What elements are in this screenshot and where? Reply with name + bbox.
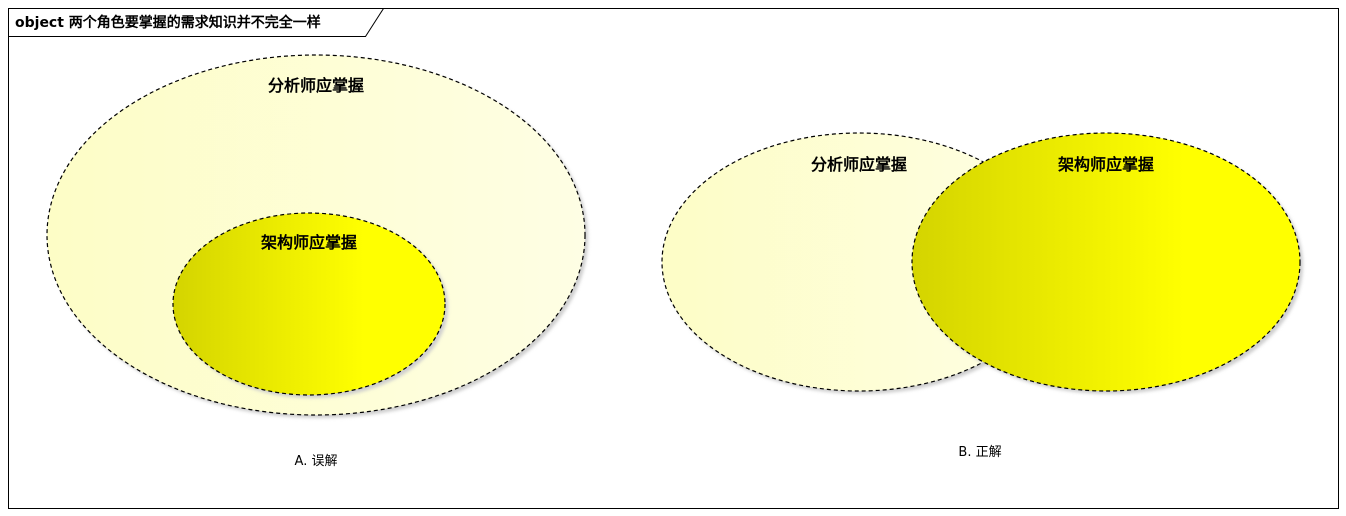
analyst-label-a: 分析师应掌握 xyxy=(268,76,364,95)
architect-label-b: 架构师应掌握 xyxy=(1057,155,1154,174)
caption-b: B. 正解 xyxy=(958,445,1001,460)
caption-a: A. 误解 xyxy=(295,454,338,469)
diagram-a: 分析师应掌握 架构师应掌握 A. 误解 xyxy=(46,54,588,469)
architect-ellipse-right[interactable] xyxy=(911,132,1301,392)
frame-title: object 两个角色要掌握的需求知识并不完全一样 xyxy=(15,14,321,31)
architect-label-a: 架构师应掌握 xyxy=(260,233,357,252)
frame-title-tab xyxy=(8,8,384,37)
architect-ellipse-inner[interactable] xyxy=(172,212,446,396)
analyst-label-b: 分析师应掌握 xyxy=(811,155,907,174)
diagram-b: 分析师应掌握 架构师应掌握 B. 正解 xyxy=(661,132,1303,460)
